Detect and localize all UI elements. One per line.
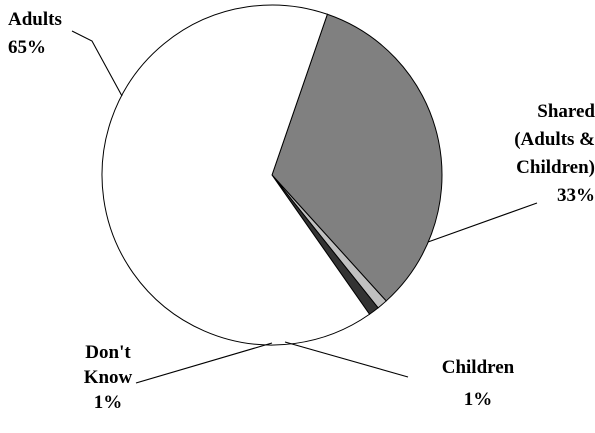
slice-label-line: Adults bbox=[8, 9, 62, 30]
leader-lines bbox=[71, 30, 538, 384]
leader-line-shared-adults-children bbox=[427, 202, 538, 243]
slice-label-line: Don't bbox=[85, 342, 131, 363]
slice-label-don-t-know: Don't Know 1% bbox=[84, 342, 133, 413]
slice-label-shared-adults-children: Shared (Adults & Children) 33% bbox=[514, 101, 595, 206]
slice-label-line: 1% bbox=[464, 389, 493, 410]
slice-label-line: Children bbox=[442, 357, 515, 378]
slice-label-line: Shared bbox=[537, 101, 595, 122]
slice-label-line: 1% bbox=[94, 392, 123, 413]
leader-line-children bbox=[284, 341, 409, 378]
slice-label-children: Children 1% bbox=[442, 357, 515, 410]
pie-slices bbox=[101, 4, 443, 346]
pie-slice-shared-adults-children bbox=[271, 13, 443, 302]
leader-line-adults bbox=[71, 30, 123, 97]
slice-label-line: 33% bbox=[557, 185, 595, 206]
leader-line-don-t-know bbox=[135, 342, 273, 384]
slice-label-line: 65% bbox=[8, 37, 46, 58]
slice-label-line: Children) bbox=[516, 157, 595, 178]
slice-label-line: (Adults & bbox=[514, 129, 595, 150]
pie-slice-adults bbox=[101, 4, 371, 346]
slice-labels: Adults 65% Shared (Adults & Children) 33% Chil… bbox=[8, 9, 595, 413]
slice-label-adults: Adults 65% bbox=[8, 9, 62, 58]
slice-label-line: Know bbox=[84, 367, 133, 388]
